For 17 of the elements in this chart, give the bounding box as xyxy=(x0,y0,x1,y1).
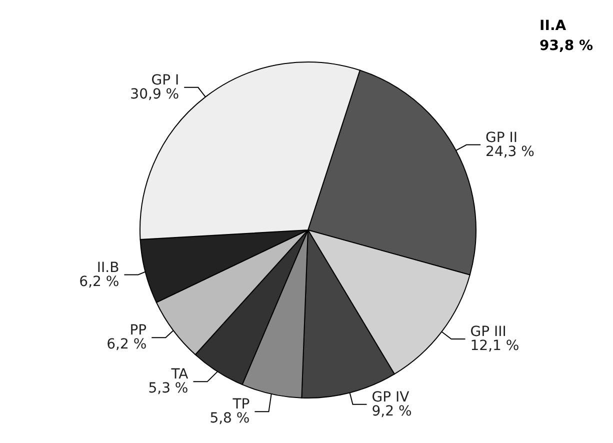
slice-label: GP I xyxy=(151,72,180,88)
data-label: 6,2 % xyxy=(79,274,120,290)
text: II.A 93,8 % xyxy=(540,18,594,54)
slice-label: TP xyxy=(232,396,250,413)
slice-label: GP II xyxy=(486,130,518,146)
data-label: 24,3 % xyxy=(486,144,534,160)
slice-label: GP IV xyxy=(372,389,410,406)
slice-label: II.B xyxy=(96,260,120,276)
data-label: 5,3 % xyxy=(148,380,188,397)
data-label: 5,8 % xyxy=(210,410,250,427)
slice-label: GP III xyxy=(470,324,506,340)
data-label: 6,2 % xyxy=(106,336,147,353)
data-label: 30,9 % xyxy=(130,86,180,102)
data-label: 12,1 % xyxy=(470,338,520,354)
slice-label: TA xyxy=(170,366,189,383)
data-label: 9,2 % xyxy=(372,403,412,420)
slice-label: PP xyxy=(130,322,147,339)
